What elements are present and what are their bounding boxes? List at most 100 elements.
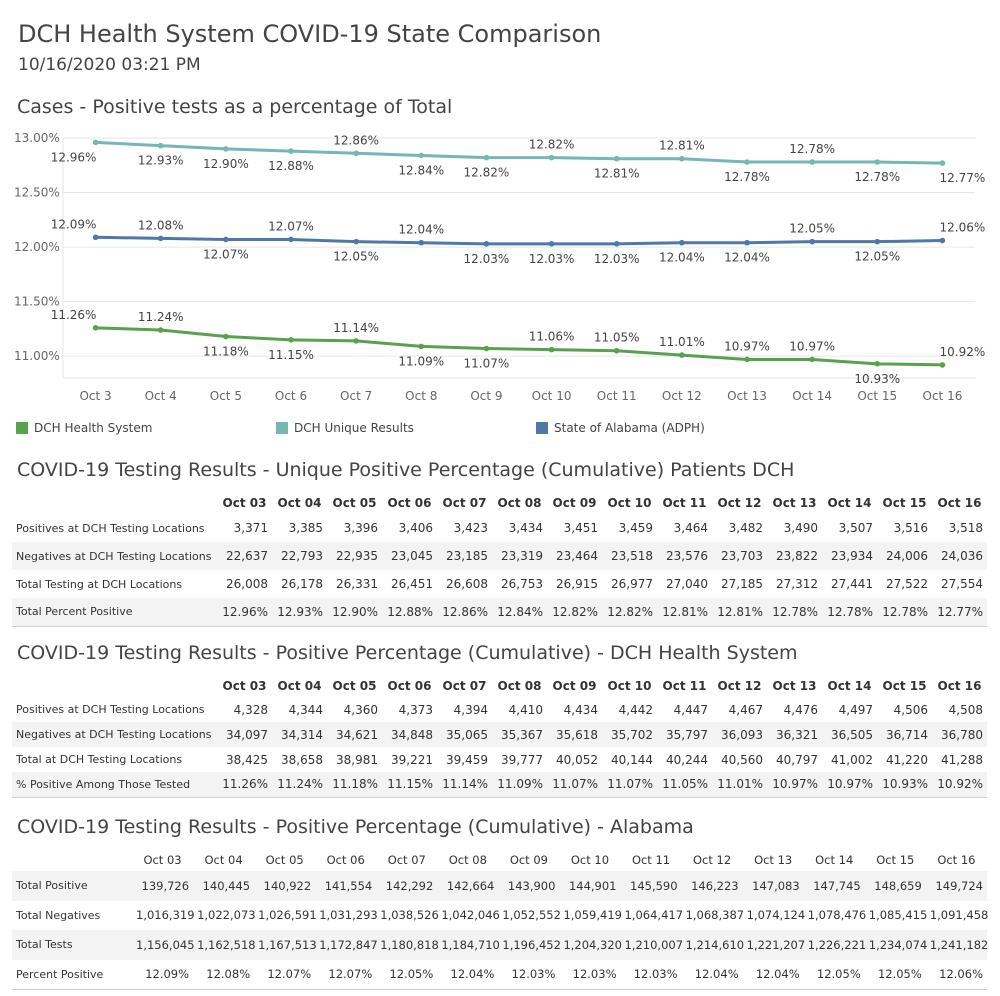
table-cell: 1,167,513 [254, 930, 317, 960]
data-point [679, 155, 685, 162]
table-cell: 39,221 [391, 752, 433, 767]
table-cell: 38,425 [226, 752, 268, 767]
data-point [548, 241, 555, 247]
legend-item-state-of-alabama[interactable]: State of Alabama (ADPH) [536, 421, 705, 435]
table-cell: 1,064,417 [624, 908, 684, 923]
data-point [223, 146, 229, 152]
table-cell: 3,423 [453, 521, 488, 535]
x-tick-label: Oct 7 [340, 389, 372, 403]
data-label: 11.14% [333, 321, 379, 335]
legend-item-dch-health-system[interactable]: DCH Health System [16, 421, 152, 435]
table-cell: 3,385 [288, 521, 323, 535]
data-point [874, 159, 881, 165]
table-cell: 1,042,046 [441, 908, 500, 923]
data-label: 12.03% [594, 252, 640, 266]
table-cell: 4,508 [948, 702, 983, 717]
table-cell: 3,516 [893, 521, 928, 535]
data-point [809, 159, 815, 165]
table-row: Total Testing at DCH Locations 26,008 26,1… [12, 570, 987, 598]
table-cell: 145,590 [620, 871, 682, 901]
table-cell: 147,745 [803, 871, 865, 901]
column-header: Oct 04 [204, 853, 243, 867]
column-header: Oct 13 [754, 853, 793, 867]
legend-item-dch-unique-results[interactable]: DCH Unique Results [276, 421, 414, 435]
table-cell: 4,506 [893, 702, 928, 717]
table-cell: 1,226,221 [803, 930, 866, 960]
data-point [679, 352, 685, 358]
row-label: Total Percent Positive [12, 598, 217, 627]
column-header: Oct 11 [631, 853, 671, 867]
table-cell: 11.07% [547, 772, 602, 798]
row-label: Total Negatives [16, 908, 101, 922]
x-tick-label: Oct 16 [923, 389, 963, 403]
table-positive-dch-health-system: Oct 03 Oct 04 Oct 05 Oct 06 Oct 07 Oct 08 Oct … [12, 675, 987, 798]
row-label: Total Tests [12, 930, 132, 960]
data-point [223, 333, 229, 340]
data-label: 12.78% [854, 170, 900, 184]
table-cell: 41,002 [831, 752, 873, 767]
table-cell: 35,618 [547, 722, 602, 747]
column-header: Oct 05 [332, 496, 377, 510]
table-cell: 27,040 [666, 577, 708, 591]
table-cell: 11.26% [217, 772, 272, 798]
table-cell: 35,065 [437, 722, 492, 747]
table-cell: 35,367 [492, 722, 547, 747]
table-cell: 12.03% [559, 959, 621, 990]
data-point [613, 347, 620, 354]
table-cell: 34,621 [327, 722, 382, 747]
data-label: 12.04% [724, 251, 770, 265]
table-cell: 12.78% [877, 598, 932, 627]
table-cell: 3,518 [948, 521, 983, 535]
table-cell: 4,344 [288, 702, 323, 717]
table-cell: 36,505 [822, 722, 877, 747]
data-point [288, 148, 294, 154]
table-cell: 34,314 [272, 722, 327, 747]
table-cell: 12.07% [254, 959, 316, 990]
table-cell: 41,288 [941, 752, 983, 767]
table-cell: 40,244 [666, 752, 708, 767]
column-header: Oct 03 [222, 496, 267, 510]
table-cell: 35,797 [657, 722, 712, 747]
data-label: 12.84% [398, 163, 444, 177]
column-header: Oct 12 [717, 496, 762, 510]
table-cell: 140,922 [254, 871, 316, 901]
x-tick-label: Oct 3 [79, 389, 111, 403]
table-cell: 12.04% [742, 959, 804, 990]
x-tick-label: Oct 12 [662, 389, 702, 403]
x-tick-label: Oct 9 [470, 389, 502, 403]
column-header: Oct 08 [497, 679, 542, 693]
y-tick-label: 11.50% [14, 295, 60, 309]
data-point [157, 327, 164, 333]
table-cell: 36,321 [767, 722, 822, 747]
table-cell: 36,093 [712, 722, 767, 747]
table-cell: 23,319 [492, 542, 547, 570]
data-label: 12.06% [940, 221, 986, 235]
table-cell: 12.81% [712, 598, 767, 627]
line-chart: 13.00% 12.50% 12.00% 11.50% 11.00% Oct 3 Oct 4… [14, 131, 986, 403]
data-label: 12.05% [333, 250, 379, 264]
column-header: Oct 10 [570, 853, 610, 867]
x-tick-label: Oct 11 [597, 389, 637, 403]
table-cell: 4,442 [618, 702, 653, 717]
table-cell: 3,406 [398, 521, 433, 535]
data-point [809, 356, 815, 363]
table-cell: 26,608 [446, 577, 488, 591]
data-point [548, 154, 555, 161]
table-cell: 4,497 [838, 702, 873, 717]
row-label: Negatives at DCH Testing Locations [12, 542, 217, 570]
table-cell: 1,016,319 [136, 908, 195, 923]
column-header: Oct 09 [509, 853, 548, 867]
table-cell: 4,394 [453, 702, 488, 717]
x-tick-label: Oct 10 [532, 389, 572, 403]
table-cell: 147,083 [742, 871, 804, 901]
data-point [483, 241, 490, 247]
table-cell: 1,204,320 [559, 930, 622, 960]
column-header: Oct 09 [552, 679, 597, 693]
data-point [288, 236, 294, 243]
table-row: Total Negatives 1,016,319 1,022,073 1,026,5… [12, 901, 988, 931]
table-cell: 3,464 [673, 521, 708, 535]
column-header: Oct 05 [332, 679, 377, 693]
table-cell: 1,180,818 [376, 930, 439, 960]
header-blank [12, 849, 132, 871]
table-cell: 34,097 [217, 722, 272, 747]
